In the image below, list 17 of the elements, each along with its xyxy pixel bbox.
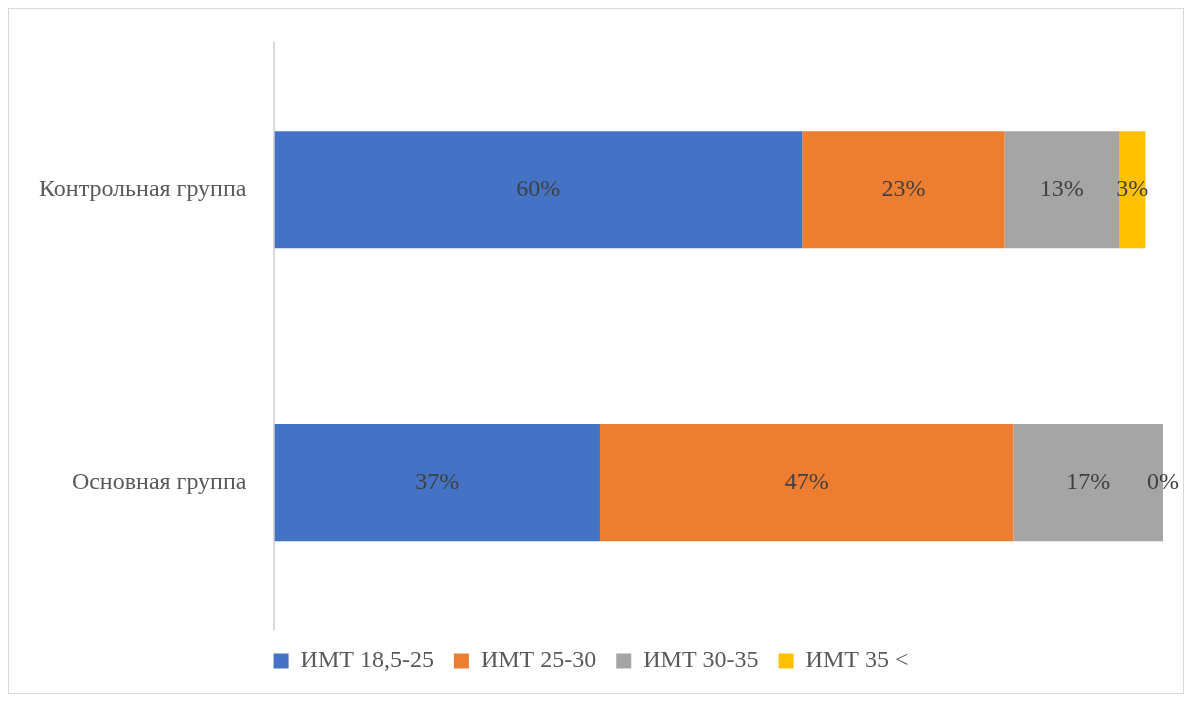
legend-label: ИМТ 18,5-25 — [300, 646, 434, 673]
data-label: 13% — [1039, 175, 1084, 202]
y-tick-label: Основная группа — [71, 467, 247, 494]
data-label: 0% — [1147, 467, 1179, 494]
bar — [599, 424, 1014, 542]
legend-label: ИМТ 25-30 — [480, 646, 597, 673]
legend-label: ИМТ 30-35 — [643, 646, 759, 673]
bar — [274, 131, 803, 249]
y-tick-label: Контрольная группа — [38, 175, 247, 202]
legend-label: ИМТ 35 < — [805, 646, 909, 673]
bar — [274, 424, 600, 542]
data-label: 17% — [1066, 467, 1111, 494]
data-label: 23% — [881, 175, 926, 202]
data-label: 60% — [516, 175, 561, 202]
data-label: 47% — [784, 467, 829, 494]
data-label: 37% — [415, 467, 460, 494]
bar — [802, 131, 1005, 249]
